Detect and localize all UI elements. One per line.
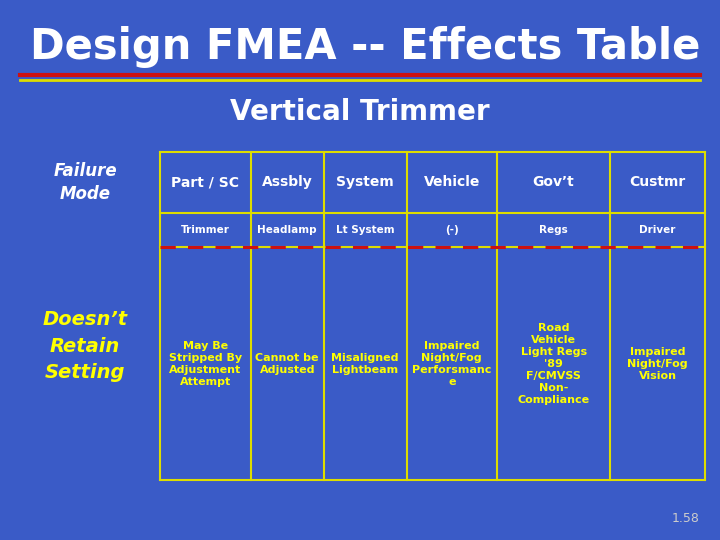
Text: Doesn’t
Retain
Setting: Doesn’t Retain Setting bbox=[42, 310, 127, 382]
Text: System: System bbox=[336, 176, 394, 190]
Text: Impaired
Night/Fog
Vision: Impaired Night/Fog Vision bbox=[627, 347, 688, 381]
Text: Headlamp: Headlamp bbox=[258, 225, 317, 235]
Text: (-): (-) bbox=[445, 225, 459, 235]
Text: 1.58: 1.58 bbox=[672, 512, 700, 525]
Text: Vehicle: Vehicle bbox=[423, 176, 480, 190]
Text: Lt System: Lt System bbox=[336, 225, 395, 235]
Text: Impaired
Night/Fog
Perforsmanc
e: Impaired Night/Fog Perforsmanc e bbox=[412, 341, 492, 387]
Text: Gov’t: Gov’t bbox=[533, 176, 575, 190]
Text: Failure
Mode: Failure Mode bbox=[53, 161, 117, 203]
Text: May Be
Stripped By
Adjustment
Attempt: May Be Stripped By Adjustment Attempt bbox=[168, 341, 242, 387]
Text: Design FMEA -- Effects Table: Design FMEA -- Effects Table bbox=[30, 26, 701, 68]
Text: Trimmer: Trimmer bbox=[181, 225, 230, 235]
Text: Vertical Trimmer: Vertical Trimmer bbox=[230, 98, 490, 126]
Text: Regs: Regs bbox=[539, 225, 568, 235]
Text: Custmr: Custmr bbox=[629, 176, 685, 190]
Text: Misaligned
Lightbeam: Misaligned Lightbeam bbox=[331, 353, 399, 375]
Text: Driver: Driver bbox=[639, 225, 676, 235]
Text: Cannot be
Adjusted: Cannot be Adjusted bbox=[256, 353, 319, 375]
Text: Assbly: Assbly bbox=[262, 176, 312, 190]
Text: Part / SC: Part / SC bbox=[171, 176, 239, 190]
Text: Road
Vehicle
Light Regs
'89
F/CMVSS
Non-
Compliance: Road Vehicle Light Regs '89 F/CMVSS Non-… bbox=[518, 322, 590, 404]
